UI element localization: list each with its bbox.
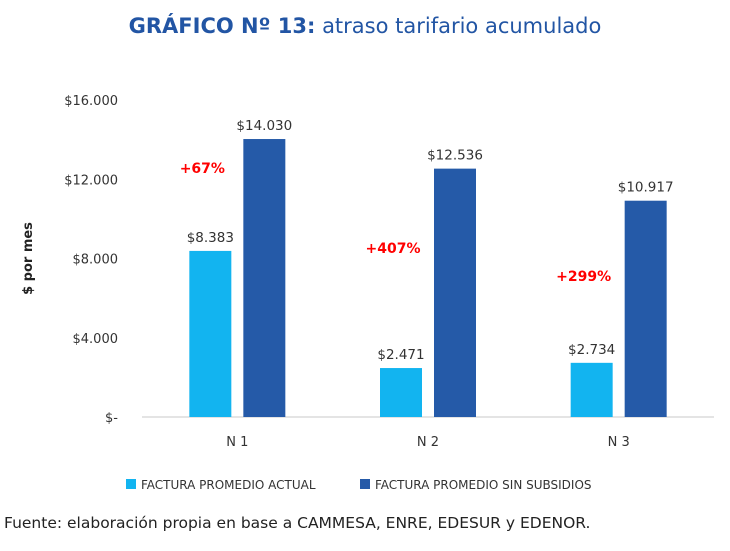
chart-title: GRÁFICO Nº 13: atraso tarifario acumulad… <box>0 14 730 38</box>
data-label: $8.383 <box>187 230 234 246</box>
x-tick-label: N 3 <box>608 435 630 450</box>
legend-swatch <box>126 479 136 489</box>
y-tick-label: $16.000 <box>64 94 118 109</box>
data-label: $10.917 <box>618 180 674 196</box>
source-note: Fuente: elaboración propia en base a CAM… <box>4 514 591 532</box>
chart-title-bold: GRÁFICO Nº 13: <box>128 14 316 38</box>
legend-label: FACTURA PROMEDIO SIN SUBSIDIOS <box>375 478 592 492</box>
bar-chart: $ por mes $- $4.000 $8.000 $12.000 $16.000 $8.… <box>21 94 714 492</box>
y-tick-label: $12.000 <box>64 173 118 188</box>
data-label: $2.734 <box>568 342 615 358</box>
y-tick-label: $4.000 <box>73 332 119 347</box>
data-label: $14.030 <box>236 118 292 134</box>
bar-actual <box>380 368 422 417</box>
data-label: $2.471 <box>377 347 424 363</box>
percent-annotation: +299% <box>556 269 611 285</box>
percent-annotation: +407% <box>366 241 421 257</box>
x-tick-label: N 1 <box>226 435 248 450</box>
percent-annotation: +67% <box>180 161 225 177</box>
bar-actual <box>189 250 232 417</box>
bar-sin-subsidios <box>624 200 667 417</box>
legend-label: FACTURA PROMEDIO ACTUAL <box>141 478 316 492</box>
bar-sin-subsidios <box>243 139 286 417</box>
y-tick-label: $- <box>105 411 118 426</box>
bar-sin-subsidios <box>434 168 476 417</box>
y-tick-label: $8.000 <box>73 253 119 268</box>
legend-swatch <box>360 479 370 489</box>
chart-title-rest: atraso tarifario acumulado <box>315 14 602 38</box>
data-label: $12.536 <box>427 148 483 164</box>
x-tick-label: N 2 <box>417 435 439 450</box>
y-axis-label: $ por mes <box>21 222 36 295</box>
bar-actual <box>570 362 613 417</box>
